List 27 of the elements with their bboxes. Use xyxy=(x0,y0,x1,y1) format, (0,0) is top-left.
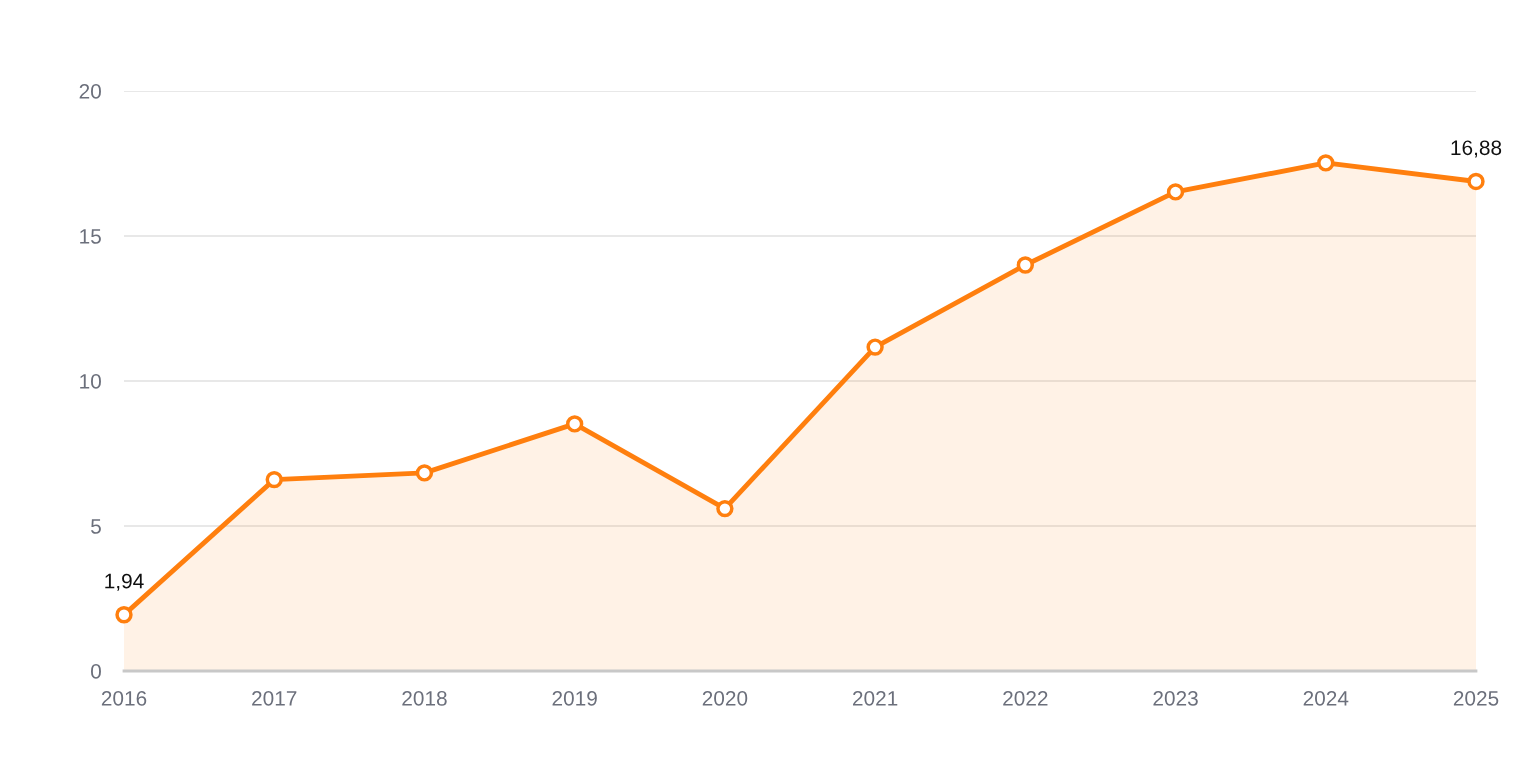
y-tick-label: 0 xyxy=(91,664,101,679)
x-tick-label: 2022 xyxy=(1003,690,1048,706)
point xyxy=(1467,172,1485,191)
point xyxy=(1016,256,1035,274)
x-tick-label: 2024 xyxy=(1303,690,1349,706)
point xyxy=(415,464,434,482)
point xyxy=(716,499,734,518)
point xyxy=(115,606,133,624)
y-tick-label: 15 xyxy=(80,229,101,244)
point xyxy=(1166,183,1185,201)
point xyxy=(1317,154,1335,172)
x-tick-label: 2017 xyxy=(252,690,297,706)
point xyxy=(565,415,584,433)
data-label: 1,94 xyxy=(105,573,144,591)
x-tick-label: 2025 xyxy=(1453,690,1499,706)
y-tick-label: 20 xyxy=(79,84,101,99)
data-label: 16,88 xyxy=(1451,140,1502,158)
x-tick-label: 2020 xyxy=(702,690,748,706)
x-tick-label: 2018 xyxy=(402,690,447,706)
y-tick-label: 5 xyxy=(91,519,101,534)
x-tick-label: 2021 xyxy=(852,690,898,706)
y-tick-label: 10 xyxy=(80,374,101,389)
x-tick-label: 2023 xyxy=(1153,690,1198,706)
point xyxy=(866,338,884,356)
x-tick-label: 2016 xyxy=(101,690,147,706)
x-tick-label: 2019 xyxy=(552,690,597,706)
point xyxy=(265,470,283,489)
